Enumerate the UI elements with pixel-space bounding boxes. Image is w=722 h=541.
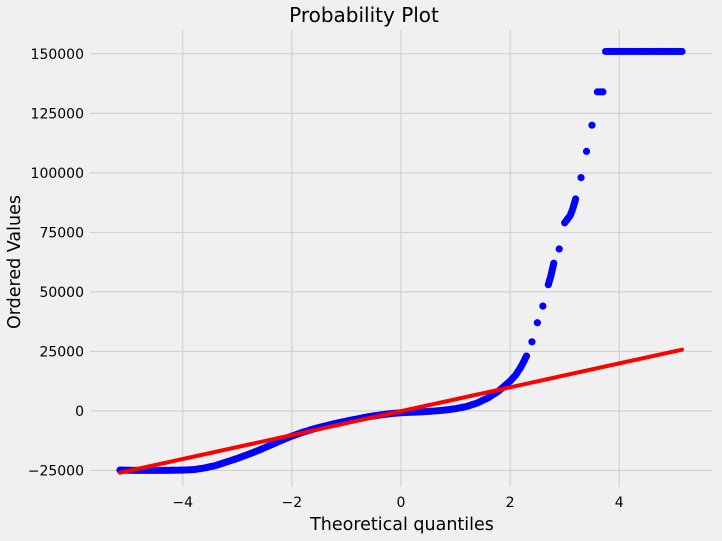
y-tick-label: 125000: [31, 106, 84, 122]
data-point: [539, 302, 547, 310]
data-point: [599, 88, 607, 96]
x-gridlines: [182, 30, 620, 487]
y-tick-labels: −25000 0 25000 50000 75000 100000 125000 150000: [28, 47, 84, 480]
data-point: [522, 352, 531, 360]
x-tick-label: 4: [615, 495, 624, 511]
x-axis-label: Theoretical quantiles: [309, 515, 494, 535]
y-tick-label: 0: [75, 404, 84, 420]
data-point: [528, 338, 536, 346]
chart-title: Probability Plot: [289, 3, 439, 27]
data-point: [571, 195, 580, 203]
y-tick-label: 75000: [39, 225, 84, 241]
data-point: [582, 147, 591, 155]
x-tick-label: 2: [506, 495, 515, 511]
data-point: [533, 319, 542, 327]
x-tick-label: 0: [397, 495, 406, 511]
data-point: [550, 259, 558, 267]
data-point: [588, 121, 596, 129]
y-tick-label: −25000: [28, 463, 84, 479]
data-point: [555, 245, 563, 253]
y-axis-label: Ordered Values: [5, 195, 25, 329]
fit-line: [118, 347, 684, 475]
x-tick-labels: −4 −2 0 2 4: [172, 495, 623, 511]
y-tick-label: 100000: [31, 166, 84, 182]
data-point: [577, 173, 585, 182]
x-tick-label: −4: [172, 495, 193, 511]
y-tick-label: 150000: [31, 47, 84, 63]
y-tick-label: 50000: [39, 285, 84, 301]
data-point: [678, 47, 686, 56]
x-tick-label: −2: [282, 495, 303, 511]
y-tick-label: 25000: [39, 344, 84, 360]
